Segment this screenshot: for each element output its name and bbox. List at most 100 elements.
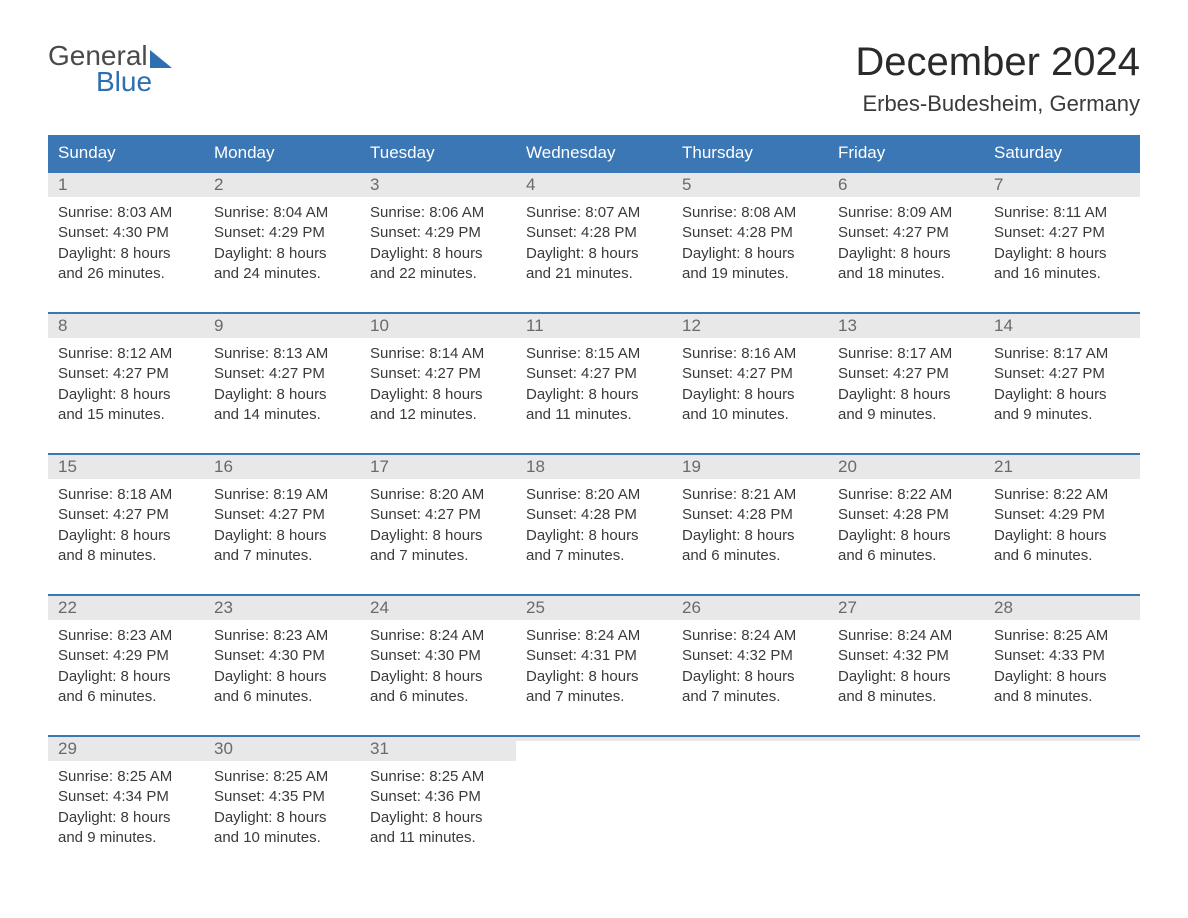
sunrise-line: Sunrise: 8:14 AM	[370, 344, 506, 364]
calendar-day: 10Sunrise: 8:14 AMSunset: 4:27 PMDayligh…	[360, 314, 516, 435]
daylight-line: Daylight: 8 hours and 15 minutes.	[58, 385, 194, 426]
day-number: 5	[672, 173, 828, 197]
sunset-line: Sunset: 4:28 PM	[682, 505, 818, 525]
sunset-line: Sunset: 4:29 PM	[214, 223, 350, 243]
sunrise-line: Sunrise: 8:17 AM	[838, 344, 974, 364]
day-number: 8	[48, 314, 204, 338]
day-number: 29	[48, 737, 204, 761]
daylight-line: Daylight: 8 hours and 8 minutes.	[838, 667, 974, 708]
day-number: 19	[672, 455, 828, 479]
day-number: 17	[360, 455, 516, 479]
calendar-day: 2Sunrise: 8:04 AMSunset: 4:29 PMDaylight…	[204, 173, 360, 294]
daylight-line: Daylight: 8 hours and 10 minutes.	[682, 385, 818, 426]
sunrise-line: Sunrise: 8:12 AM	[58, 344, 194, 364]
calendar-day: 12 Sunrise: 8:16 AMSunset: 4:27 PMDayligh…	[672, 314, 828, 435]
day-number: 26	[672, 596, 828, 620]
sunset-line: Sunset: 4:27 PM	[838, 223, 974, 243]
day-number: 4	[516, 173, 672, 197]
daylight-line: Daylight: 8 hours and 22 minutes.	[370, 244, 506, 285]
day-body: Sunrise: 8:25 AMSunset: 4:33 PMDaylight:…	[984, 620, 1140, 717]
daylight-line: Daylight: 8 hours and 24 minutes.	[214, 244, 350, 285]
day-body: Sunrise: 8:11 AMSunset: 4:27 PMDaylight:…	[984, 197, 1140, 294]
day-body: Sunrise: 8:22 AMSunset: 4:28 PMDaylight:…	[828, 479, 984, 576]
calendar-week: 8Sunrise: 8:12 AMSunset: 4:27 PMDaylight…	[48, 312, 1140, 435]
logo-flag-icon	[150, 50, 172, 68]
location: Erbes-Budesheim, Germany	[855, 91, 1140, 117]
day-body: Sunrise: 8:03 AMSunset: 4:30 PMDaylight:…	[48, 197, 204, 294]
calendar-day: 28Sunrise: 8:25 AMSunset: 4:33 PMDayligh…	[984, 596, 1140, 717]
day-body: Sunrise: 8:24 AMSunset: 4:30 PMDaylight:…	[360, 620, 516, 717]
day-number: 21	[984, 455, 1140, 479]
day-body: Sunrise: 8:25 AMSunset: 4:34 PMDaylight:…	[48, 761, 204, 858]
day-body	[672, 741, 828, 821]
day-body	[516, 741, 672, 821]
day-number: 27	[828, 596, 984, 620]
daylight-line: Daylight: 8 hours and 21 minutes.	[526, 244, 662, 285]
daylight-line: Daylight: 8 hours and 7 minutes.	[214, 526, 350, 567]
day-number: 23	[204, 596, 360, 620]
day-body: Sunrise: 8:17 AMSunset: 4:27 PMDaylight:…	[828, 338, 984, 435]
day-number: 1	[48, 173, 204, 197]
daylight-line: Daylight: 8 hours and 10 minutes.	[214, 808, 350, 849]
sunset-line: Sunset: 4:36 PM	[370, 787, 506, 807]
day-body: Sunrise: 8:04 AMSunset: 4:29 PMDaylight:…	[204, 197, 360, 294]
calendar-day: 4Sunrise: 8:07 AMSunset: 4:28 PMDaylight…	[516, 173, 672, 294]
daylight-line: Daylight: 8 hours and 8 minutes.	[58, 526, 194, 567]
calendar-day: 5Sunrise: 8:08 AMSunset: 4:28 PMDaylight…	[672, 173, 828, 294]
logo-text-blue: Blue	[96, 66, 152, 98]
sunrise-line: Sunrise: 8:16 AM	[682, 344, 818, 364]
day-body: Sunrise: 8:23 AMSunset: 4:30 PMDaylight:…	[204, 620, 360, 717]
daylight-line: Daylight: 8 hours and 9 minutes.	[58, 808, 194, 849]
calendar-day	[828, 737, 984, 858]
day-header-cell: Friday	[828, 135, 984, 171]
day-number: 28	[984, 596, 1140, 620]
day-number: 18	[516, 455, 672, 479]
day-body: Sunrise: 8:22 AMSunset: 4:29 PMDaylight:…	[984, 479, 1140, 576]
sunrise-line: Sunrise: 8:20 AM	[370, 485, 506, 505]
sunrise-line: Sunrise: 8:13 AM	[214, 344, 350, 364]
sunrise-line: Sunrise: 8:25 AM	[370, 767, 506, 787]
calendar-day: 6Sunrise: 8:09 AMSunset: 4:27 PMDaylight…	[828, 173, 984, 294]
day-body: Sunrise: 8:25 AMSunset: 4:35 PMDaylight:…	[204, 761, 360, 858]
day-header-cell: Saturday	[984, 135, 1140, 171]
calendar-day: 3Sunrise: 8:06 AMSunset: 4:29 PMDaylight…	[360, 173, 516, 294]
sunrise-line: Sunrise: 8:19 AM	[214, 485, 350, 505]
day-body: Sunrise: 8:14 AMSunset: 4:27 PMDaylight:…	[360, 338, 516, 435]
daylight-line: Daylight: 8 hours and 12 minutes.	[370, 385, 506, 426]
page-header: General Blue December 2024 Erbes-Budeshe…	[48, 40, 1140, 117]
sunset-line: Sunset: 4:30 PM	[58, 223, 194, 243]
day-header-cell: Wednesday	[516, 135, 672, 171]
day-number: 24	[360, 596, 516, 620]
daylight-line: Daylight: 8 hours and 7 minutes.	[370, 526, 506, 567]
sunrise-line: Sunrise: 8:15 AM	[526, 344, 662, 364]
daylight-line: Daylight: 8 hours and 11 minutes.	[370, 808, 506, 849]
day-body: Sunrise: 8:20 AMSunset: 4:27 PMDaylight:…	[360, 479, 516, 576]
calendar-day: 22Sunrise: 8:23 AMSunset: 4:29 PMDayligh…	[48, 596, 204, 717]
sunset-line: Sunset: 4:27 PM	[682, 364, 818, 384]
sunrise-line: Sunrise: 8:22 AM	[838, 485, 974, 505]
sunrise-line: Sunrise: 8:21 AM	[682, 485, 818, 505]
calendar-day: 1Sunrise: 8:03 AMSunset: 4:30 PMDaylight…	[48, 173, 204, 294]
sunrise-line: Sunrise: 8:09 AM	[838, 203, 974, 223]
daylight-line: Daylight: 8 hours and 6 minutes.	[214, 667, 350, 708]
daylight-line: Daylight: 8 hours and 7 minutes.	[682, 667, 818, 708]
day-number: 22	[48, 596, 204, 620]
sunset-line: Sunset: 4:28 PM	[682, 223, 818, 243]
calendar-week: 29Sunrise: 8:25 AMSunset: 4:34 PMDayligh…	[48, 735, 1140, 858]
calendar-week: 15Sunrise: 8:18 AMSunset: 4:27 PMDayligh…	[48, 453, 1140, 576]
day-body: Sunrise: 8:24 AMSunset: 4:32 PMDaylight:…	[828, 620, 984, 717]
calendar-week: 22Sunrise: 8:23 AMSunset: 4:29 PMDayligh…	[48, 594, 1140, 717]
day-number: 11	[516, 314, 672, 338]
sunset-line: Sunset: 4:28 PM	[526, 223, 662, 243]
sunset-line: Sunset: 4:28 PM	[526, 505, 662, 525]
calendar-day: 13Sunrise: 8:17 AMSunset: 4:27 PMDayligh…	[828, 314, 984, 435]
day-body: Sunrise: 8:06 AMSunset: 4:29 PMDaylight:…	[360, 197, 516, 294]
sunset-line: Sunset: 4:27 PM	[214, 364, 350, 384]
sunset-line: Sunset: 4:31 PM	[526, 646, 662, 666]
daylight-line: Daylight: 8 hours and 8 minutes.	[994, 667, 1130, 708]
day-number: 12	[672, 314, 828, 338]
sunrise-line: Sunrise: 8:18 AM	[58, 485, 194, 505]
sunset-line: Sunset: 4:27 PM	[58, 505, 194, 525]
sunrise-line: Sunrise: 8:17 AM	[994, 344, 1130, 364]
day-body: Sunrise: 8:08 AMSunset: 4:28 PMDaylight:…	[672, 197, 828, 294]
